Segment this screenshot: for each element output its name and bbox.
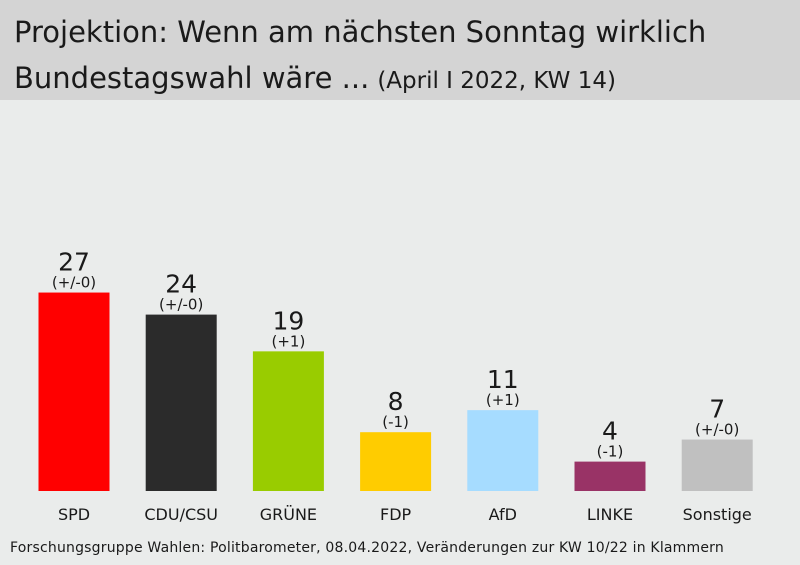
value-label-linke: 4: [602, 417, 618, 446]
chart-title-line-2: Bundestagswahl wäre ... (April I 2022, KW…: [14, 60, 616, 99]
chart-title-line-2-text: Bundestagswahl wäre ...: [14, 61, 370, 95]
bar-fdp: [360, 432, 432, 491]
value-label-gr-ne: 19: [272, 306, 304, 335]
bar-gr-ne: [252, 351, 324, 491]
value-label-spd: 27: [58, 248, 90, 277]
change-label-spd: (+/-0): [52, 274, 96, 292]
change-label-afd: (+1): [486, 391, 520, 409]
value-label-afd: 11: [487, 365, 519, 394]
category-label-fdp: FDP: [380, 505, 412, 524]
change-label-gr-ne: (+1): [271, 332, 305, 350]
change-label-cdu-csu: (+/-0): [159, 296, 203, 314]
category-label-afd: AfD: [489, 505, 517, 524]
change-label-linke: (-1): [597, 443, 624, 461]
bar-sonstige: [681, 439, 753, 491]
value-label-cdu-csu: 24: [165, 270, 197, 299]
category-label-cdu-csu: CDU/CSU: [144, 505, 218, 524]
bar-linke: [574, 461, 646, 491]
change-label-fdp: (-1): [382, 413, 409, 431]
bar-chart: 27(+/-0)SPD24(+/-0)CDU/CSU19(+1)GRÜNE8(-…: [38, 248, 753, 524]
value-label-sonstige: 7: [709, 395, 725, 424]
bar-cdu-csu: [145, 314, 217, 491]
source-note: Forschungsgruppe Wahlen: Politbarometer,…: [10, 540, 724, 556]
bar-spd: [38, 292, 110, 491]
chart-header: Projektion: Wenn am nächsten Sonntag wir…: [0, 0, 800, 100]
category-label-linke: LINKE: [587, 505, 633, 524]
category-label-spd: SPD: [58, 505, 90, 524]
change-label-sonstige: (+/-0): [695, 421, 739, 439]
category-label-sonstige: Sonstige: [683, 505, 752, 524]
chart-subtitle: (April I 2022, KW 14): [377, 68, 616, 94]
value-label-fdp: 8: [388, 387, 404, 416]
bar-afd: [467, 410, 539, 491]
chart-title-line-1: Projektion: Wenn am nächsten Sonntag wir…: [14, 15, 707, 49]
category-label-gr-ne: GRÜNE: [260, 505, 317, 524]
